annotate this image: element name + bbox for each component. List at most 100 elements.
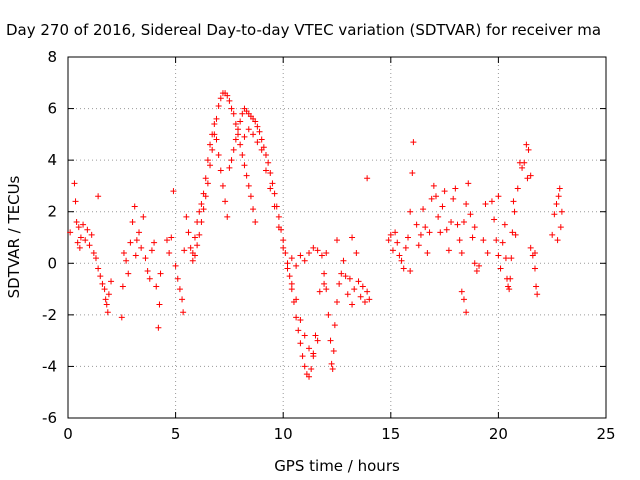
data-point: [228, 105, 235, 112]
data-point: [334, 237, 340, 244]
y-tick-label: 8: [47, 48, 57, 66]
data-point: [271, 190, 278, 197]
data-point: [310, 244, 317, 251]
data-point: [275, 224, 282, 231]
chart-title: Day 270 of 2016, Sidereal Day-to-day VTE…: [6, 21, 601, 39]
data-point: [196, 231, 203, 238]
data-point: [146, 275, 153, 282]
data-point: [424, 249, 431, 256]
data-point: [331, 322, 338, 329]
data-point: [252, 118, 259, 125]
data-point: [153, 283, 160, 290]
data-point: [514, 185, 521, 192]
x-tick-label: 20: [489, 425, 508, 443]
data-point: [194, 219, 201, 226]
data-point: [301, 363, 308, 370]
data-point: [155, 324, 162, 331]
data-point: [217, 167, 224, 174]
data-point: [458, 288, 465, 295]
data-point: [226, 97, 233, 104]
data-point: [138, 244, 145, 251]
data-point: [151, 239, 158, 246]
data-point: [142, 255, 149, 262]
data-point: [187, 244, 194, 251]
data-point: [80, 221, 87, 228]
data-point: [262, 167, 269, 174]
data-point: [349, 301, 356, 308]
data-point: [301, 257, 308, 264]
data-point: [482, 200, 489, 207]
data-point: [207, 162, 214, 169]
data-point: [312, 332, 319, 339]
data-point: [306, 345, 313, 352]
x-tick-label: 5: [171, 425, 181, 443]
data-point: [361, 298, 368, 305]
data-point: [426, 229, 433, 236]
data-point: [495, 252, 502, 259]
data-point: [207, 141, 214, 148]
data-point: [512, 231, 519, 238]
data-point: [84, 226, 91, 233]
data-point: [321, 270, 328, 277]
data-point: [99, 280, 106, 287]
data-point: [163, 237, 170, 244]
data-point: [430, 182, 437, 189]
data-point: [267, 170, 274, 177]
data-point: [420, 206, 427, 213]
data-point: [409, 170, 416, 177]
data-point: [204, 180, 211, 187]
data-point: [308, 366, 315, 373]
data-point: [467, 211, 474, 218]
data-point: [476, 262, 483, 269]
data-point: [502, 255, 509, 262]
data-point: [396, 252, 403, 259]
data-point: [314, 247, 321, 254]
y-tick-label: 2: [47, 203, 57, 221]
data-point: [215, 102, 222, 109]
y-tick-label: -4: [42, 357, 57, 375]
data-point: [232, 121, 239, 128]
data-point: [293, 296, 300, 303]
data-point: [235, 126, 242, 133]
data-point: [101, 286, 108, 293]
data-point: [465, 180, 472, 187]
data-point: [469, 234, 476, 241]
data-point: [398, 257, 405, 264]
data-point: [407, 208, 414, 215]
data-point: [306, 373, 313, 380]
data-point: [493, 237, 500, 244]
data-point: [286, 273, 293, 280]
data-point: [209, 131, 216, 138]
data-point: [323, 249, 330, 256]
data-point: [527, 244, 534, 251]
data-point: [422, 224, 429, 231]
axis-ticks: 0 5 10 15 20 25 -6 -4 -2 0 2 4 6 8: [42, 48, 616, 443]
data-point: [359, 283, 366, 290]
data-point: [198, 200, 205, 207]
data-point: [280, 244, 287, 251]
data-point: [554, 237, 561, 244]
data-point: [258, 146, 265, 153]
data-point: [556, 185, 563, 192]
data-point: [519, 164, 526, 171]
data-point: [450, 195, 457, 202]
data-point: [200, 190, 207, 197]
data-point: [67, 229, 74, 236]
data-point: [76, 244, 83, 251]
data-point: [310, 353, 317, 360]
data-point: [133, 237, 140, 244]
data-point: [209, 146, 216, 153]
data-point: [185, 229, 192, 236]
data-point: [499, 239, 506, 246]
data-point: [531, 265, 538, 272]
data-point: [245, 182, 252, 189]
data-point: [179, 296, 186, 303]
data-point: [323, 286, 330, 293]
data-point: [269, 180, 276, 187]
data-point: [328, 360, 335, 367]
data-point: [445, 247, 452, 254]
data-point: [366, 296, 373, 303]
data-point: [314, 337, 321, 344]
data-point: [241, 162, 248, 169]
data-point: [549, 231, 556, 238]
